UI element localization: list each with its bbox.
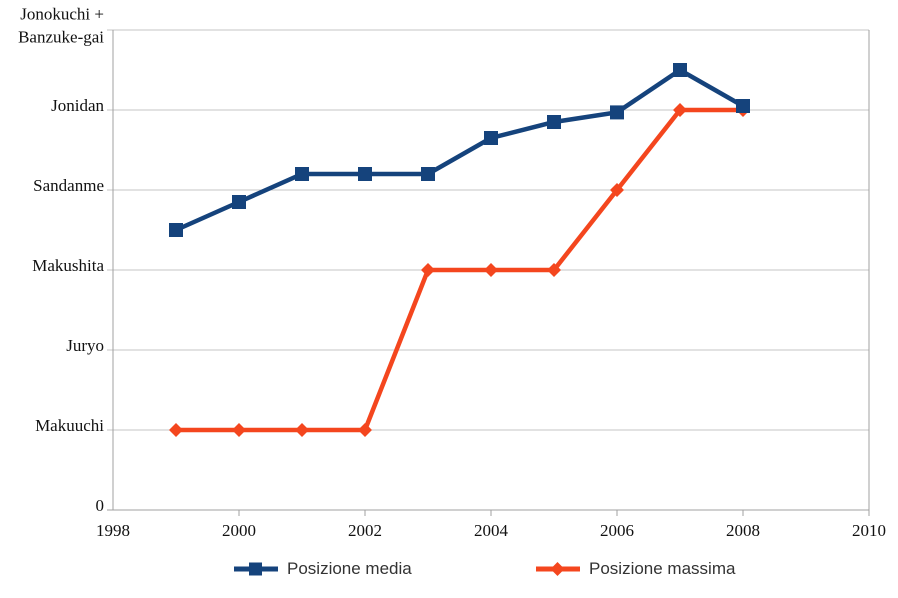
x-axis-label: 2010: [852, 521, 886, 540]
data-point-marker-posizione-media: [673, 63, 687, 77]
data-point-marker-posizione-media: [547, 115, 561, 129]
x-axis-label: 2004: [474, 521, 509, 540]
data-point-marker-posizione-massima: [484, 263, 498, 277]
y-axis-label: Makushita: [32, 256, 104, 275]
legend-item-posizione-massima: Posizione massima: [535, 556, 735, 582]
legend-label-posizione-media: Posizione media: [287, 559, 412, 578]
chart-legend: Posizione media Posizione massima: [0, 556, 898, 588]
data-point-marker-posizione-media: [421, 167, 435, 181]
x-axis-label: 2006: [600, 521, 634, 540]
y-axis-label: Jonokuchi +: [20, 5, 104, 24]
legend-diamond-marker-icon: [536, 562, 580, 576]
y-axis-label: Sandanme: [33, 176, 104, 195]
data-point-marker-posizione-media: [295, 167, 309, 181]
data-point-marker-posizione-massima: [673, 103, 687, 117]
data-point-marker-posizione-massima: [358, 423, 372, 437]
data-point-marker-posizione-media: [610, 105, 624, 120]
data-point-marker-posizione-media: [232, 195, 246, 209]
data-point-marker-posizione-media: [169, 223, 183, 237]
series-line-posizione-media: [175, 67, 745, 233]
data-point-marker-posizione-massima: [169, 423, 183, 437]
data-point-marker-posizione-media: [484, 131, 498, 145]
y-axis-label: Makuuchi: [35, 416, 104, 435]
y-axis-label: Banzuke-gai: [18, 28, 104, 47]
x-axis-label: 1998: [96, 521, 130, 540]
data-point-marker-posizione-massima: [421, 263, 435, 277]
data-point-marker-posizione-media: [736, 99, 750, 113]
data-point-marker-posizione-massima: [232, 423, 246, 437]
x-axis-label: 2002: [348, 521, 382, 540]
x-axis-label: 2000: [222, 521, 256, 540]
legend-square-marker-icon: [234, 562, 278, 576]
y-axis-label: Juryo: [66, 336, 104, 355]
data-point-marker-posizione-media: [358, 167, 372, 181]
y-axis-label: 0: [96, 496, 105, 515]
y-axis-label: Jonidan: [51, 96, 104, 115]
legend-label-posizione-massima: Posizione massima: [589, 559, 736, 578]
series-line-posizione-massima: [176, 107, 743, 433]
data-point-marker-posizione-massima: [547, 263, 561, 277]
x-axis-label: 2008: [726, 521, 760, 540]
legend-item-posizione-media: Posizione media: [233, 556, 412, 582]
data-point-marker-posizione-massima: [610, 183, 624, 197]
data-point-marker-posizione-massima: [295, 423, 309, 437]
